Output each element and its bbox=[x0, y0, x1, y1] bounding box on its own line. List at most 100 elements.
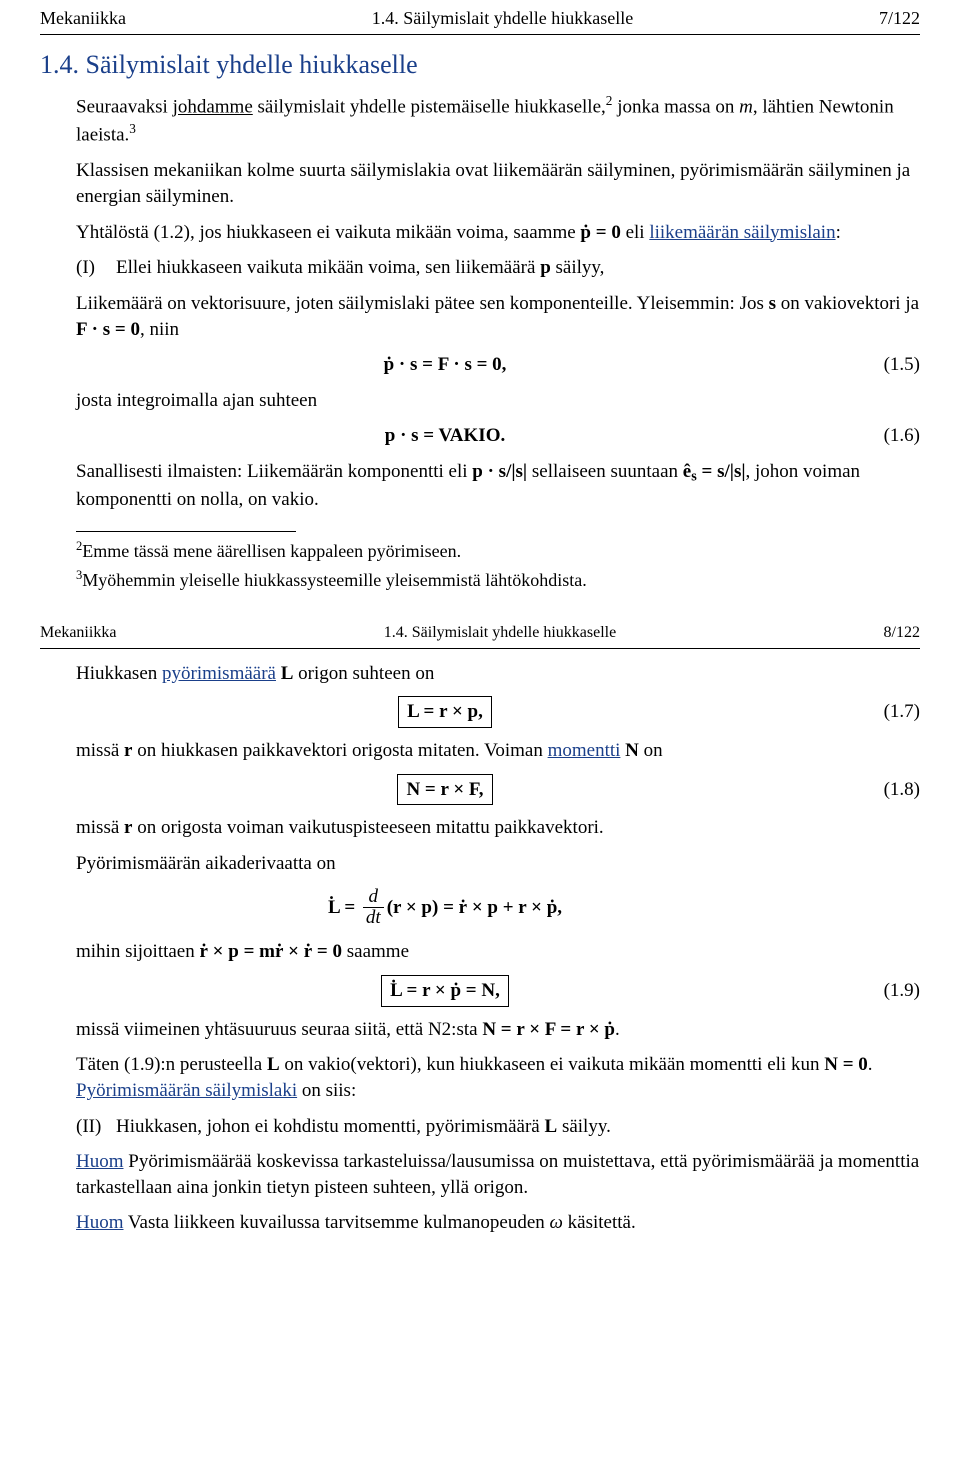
text: jonka massa on bbox=[612, 97, 739, 118]
footnote-3: 3Myöhemmin yleiselle hiukkassysteemille … bbox=[40, 567, 920, 592]
text: , niin bbox=[140, 319, 179, 340]
var-e: ê bbox=[683, 461, 691, 482]
text: missä bbox=[76, 740, 124, 761]
eq-body: L̇ = r × ṗ = N, bbox=[390, 980, 500, 1001]
law-text: Hiukkasen, johon ei kohdistu momentti, p… bbox=[116, 1114, 920, 1140]
text: missä bbox=[76, 817, 124, 838]
var-L: L bbox=[281, 663, 294, 684]
fn-text: Myöhemmin yleiselle hiukkassysteemille y… bbox=[82, 570, 586, 590]
eq-number: (1.5) bbox=[850, 352, 920, 378]
text: Ellei hiukkaseen vaikuta mikään voima, s… bbox=[116, 257, 540, 278]
frac-den: dt bbox=[363, 908, 384, 929]
huom-2: Huom Vasta liikkeen kuvailussa tarvitsem… bbox=[40, 1210, 920, 1236]
slide7-p4: Liikemäärä on vektorisuure, joten säilym… bbox=[40, 291, 920, 342]
eq-inline: N = r × F = r × ṗ bbox=[482, 1019, 615, 1040]
slide8-p1: Hiukkasen pyörimismäärä L origon suhteen… bbox=[40, 661, 920, 687]
eq-body: p · s = VAKIO. bbox=[385, 425, 505, 446]
eq-body: L = r × p, bbox=[407, 701, 483, 722]
var-p: p bbox=[540, 257, 551, 278]
eq-1-7: L = r × p, (1.7) bbox=[40, 696, 920, 728]
text: Hiukkasen, johon ei kohdistu momentti, p… bbox=[116, 1116, 545, 1137]
eq-body: ṗ · s = F · s = 0, bbox=[384, 354, 507, 375]
link-liikemaaran[interactable]: liikemäärän säilymislain bbox=[649, 222, 835, 243]
eq-number: (1.8) bbox=[850, 777, 920, 803]
eq-lhs: L̇ = bbox=[328, 896, 360, 917]
slide8-p7: Täten (1.9):n perusteella L on vakio(vek… bbox=[40, 1052, 920, 1103]
eq-number: (1.9) bbox=[850, 978, 920, 1004]
header-right: 7/122 bbox=[879, 6, 920, 30]
text: missä viimeinen yhtäsuuruus seuraa siitä… bbox=[76, 1019, 482, 1040]
text: säilyy, bbox=[551, 257, 605, 278]
law-II: (II) Hiukkasen, johon ei kohdistu moment… bbox=[40, 1114, 920, 1140]
text: Pyörimismäärää koskevissa tarkasteluissa… bbox=[76, 1151, 919, 1198]
footnote-2: 2Emme tässä mene äärellisen kappaleen py… bbox=[40, 538, 920, 563]
text: eli bbox=[621, 222, 650, 243]
text: säilyy. bbox=[557, 1116, 611, 1137]
text: on hiukkasen paikkavektori origosta mita… bbox=[132, 740, 547, 761]
text: Seuraavaksi bbox=[76, 97, 173, 118]
law-text: Ellei hiukkaseen vaikuta mikään voima, s… bbox=[116, 255, 920, 281]
eq-inline: F · s = 0 bbox=[76, 319, 140, 340]
eq-1-6: p · s = VAKIO. (1.6) bbox=[40, 423, 920, 449]
law-label: (II) bbox=[76, 1114, 116, 1140]
var-L: L bbox=[267, 1054, 280, 1075]
frac-num: d bbox=[363, 887, 384, 909]
slide7-header: Mekaniikka 1.4. Säilymislait yhdelle hiu… bbox=[40, 0, 920, 35]
footnote-separator bbox=[76, 531, 296, 532]
eq-body: N = r × F, bbox=[406, 779, 483, 800]
eq-rhs: (r × p) = ṙ × p + r × ṗ, bbox=[387, 896, 562, 917]
text: : bbox=[836, 222, 841, 243]
text: . bbox=[615, 1019, 620, 1040]
header-left: Mekaniikka bbox=[40, 622, 116, 644]
header-center: 1.4. Säilymislait yhdelle hiukkaselle bbox=[372, 6, 633, 30]
eq-L-dot: L̇ = ddt(r × p) = ṙ × p + r × ṗ, bbox=[40, 887, 920, 930]
text: Täten (1.9):n perusteella bbox=[76, 1054, 267, 1075]
text: on vakiovektori ja bbox=[776, 293, 919, 314]
link-pyorimismaaran-sailymislaki[interactable]: Pyörimismäärän säilymislaki bbox=[76, 1080, 297, 1101]
fraction-icon: ddt bbox=[363, 887, 384, 930]
huom-label: Huom bbox=[76, 1212, 124, 1233]
text: mihin sijoittaen bbox=[76, 941, 200, 962]
text: on siis: bbox=[297, 1080, 356, 1101]
slide7-p3: Yhtälöstä (1.2), jos hiukkaseen ei vaiku… bbox=[40, 220, 920, 246]
section-title: 1.4. Säilymislait yhdelle hiukkaselle bbox=[40, 47, 920, 82]
var-m: m bbox=[739, 97, 753, 118]
slide7-p5: josta integroimalla ajan suhteen bbox=[40, 388, 920, 414]
text: on vakio(vektori), kun hiukkaseen ei vai… bbox=[280, 1054, 825, 1075]
fn-text: Emme tässä mene äärellisen kappaleen pyö… bbox=[82, 541, 461, 561]
header-center: 1.4. Säilymislait yhdelle hiukkaselle bbox=[384, 622, 616, 644]
footnote-ref-3: 3 bbox=[129, 121, 136, 136]
text: . bbox=[868, 1054, 873, 1075]
text: säilymislait yhdelle pistemäiselle hiukk… bbox=[253, 97, 606, 118]
eq-1-9: L̇ = r × ṗ = N, (1.9) bbox=[40, 975, 920, 1007]
text: Vasta liikkeen kuvailussa tarvitsemme ku… bbox=[124, 1212, 550, 1233]
huom-1: Huom Pyörimismäärää koskevissa tarkastel… bbox=[40, 1149, 920, 1200]
text: saamme bbox=[342, 941, 409, 962]
eq-inline: ṙ × p = mṙ × ṙ = 0 bbox=[200, 941, 343, 962]
slide-8: Mekaniikka 1.4. Säilymislait yhdelle hiu… bbox=[0, 616, 960, 1266]
slide8-p3: missä r on origosta voiman vaikutuspiste… bbox=[40, 815, 920, 841]
text: on origosta voiman vaikutuspisteeseen mi… bbox=[132, 817, 603, 838]
header-right: 8/122 bbox=[884, 622, 920, 644]
underline-johdamme: johdamme bbox=[173, 97, 253, 118]
header-left: Mekaniikka bbox=[40, 6, 126, 30]
var-s: s bbox=[769, 293, 776, 314]
link-pyorimismaara[interactable]: pyörimismäärä bbox=[162, 663, 276, 684]
slide7-p2: Klassisen mekaniikan kolme suurta säilym… bbox=[40, 158, 920, 209]
eq-inline: p · s/|s| bbox=[472, 461, 527, 482]
var-omega: ω bbox=[550, 1212, 563, 1233]
slide8-p5: mihin sijoittaen ṙ × p = mṙ × ṙ = 0 saam… bbox=[40, 939, 920, 965]
slide8-p2: missä r on hiukkasen paikkavektori origo… bbox=[40, 738, 920, 764]
text: Hiukkasen bbox=[76, 663, 162, 684]
text: Sanallisesti ilmaisten: Liikemäärän komp… bbox=[76, 461, 472, 482]
law-label: (I) bbox=[76, 255, 116, 281]
link-momentti[interactable]: momentti bbox=[548, 740, 621, 761]
text: sellaiseen suuntaan bbox=[527, 461, 683, 482]
slide-7: Mekaniikka 1.4. Säilymislait yhdelle hiu… bbox=[0, 0, 960, 616]
eq-number: (1.7) bbox=[850, 699, 920, 725]
eq-1-8: N = r × F, (1.8) bbox=[40, 774, 920, 806]
eq-inline: = s/|s| bbox=[697, 461, 746, 482]
text: Yhtälöstä (1.2), jos hiukkaseen ei vaiku… bbox=[76, 222, 580, 243]
eq-1-5: ṗ · s = F · s = 0, (1.5) bbox=[40, 352, 920, 378]
slide8-p6: missä viimeinen yhtäsuuruus seuraa siitä… bbox=[40, 1017, 920, 1043]
